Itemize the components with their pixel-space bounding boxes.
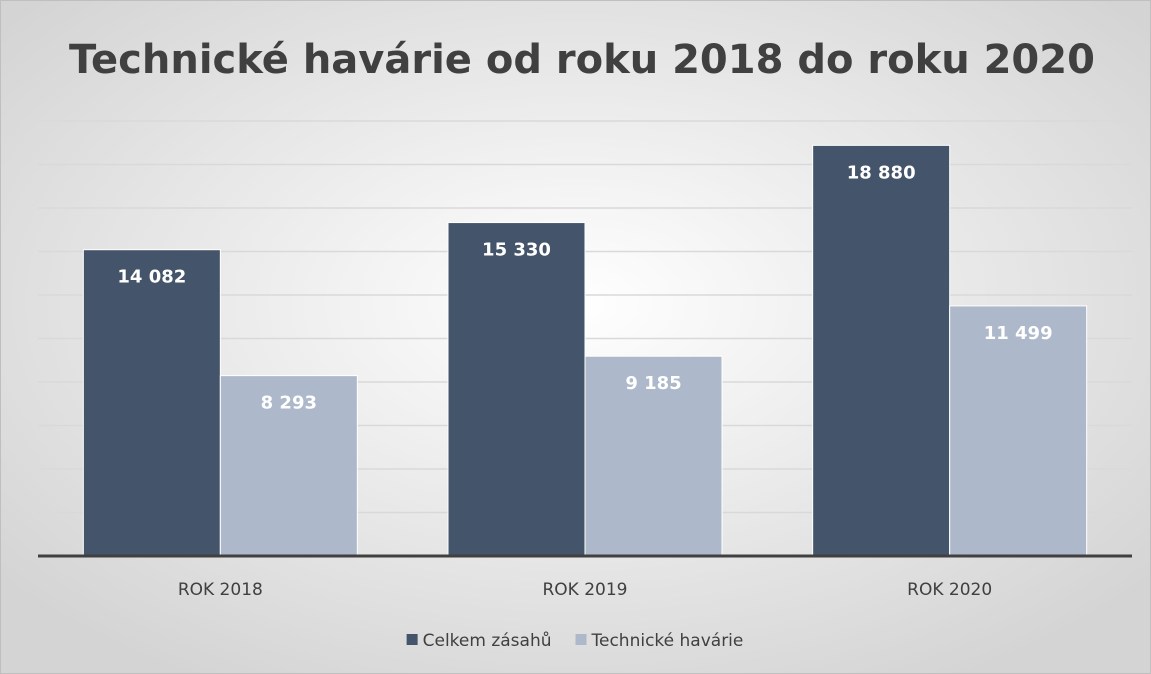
bar <box>812 144 951 557</box>
data-label: 15 330 <box>482 240 551 261</box>
bar <box>949 305 1088 557</box>
chart-title: Technické havárie od roku 2018 do roku 2… <box>69 37 1095 83</box>
data-label: 14 082 <box>117 267 186 288</box>
bar <box>447 222 586 557</box>
legend-label: Technické havárie <box>591 631 744 651</box>
legend-swatch <box>406 634 418 645</box>
x-tick-label: ROK 2019 <box>542 580 627 600</box>
bar <box>584 355 723 557</box>
data-label: 18 880 <box>847 162 916 183</box>
x-tick-label: ROK 2020 <box>907 580 992 600</box>
data-label: 9 185 <box>625 373 681 394</box>
bar <box>219 375 358 557</box>
data-label: 8 293 <box>261 393 317 414</box>
bar <box>82 249 221 557</box>
x-tick-label: ROK 2018 <box>178 580 263 600</box>
data-label: 11 499 <box>984 323 1053 344</box>
legend-swatch <box>575 634 587 645</box>
legend-label: Celkem zásahů <box>423 631 552 651</box>
